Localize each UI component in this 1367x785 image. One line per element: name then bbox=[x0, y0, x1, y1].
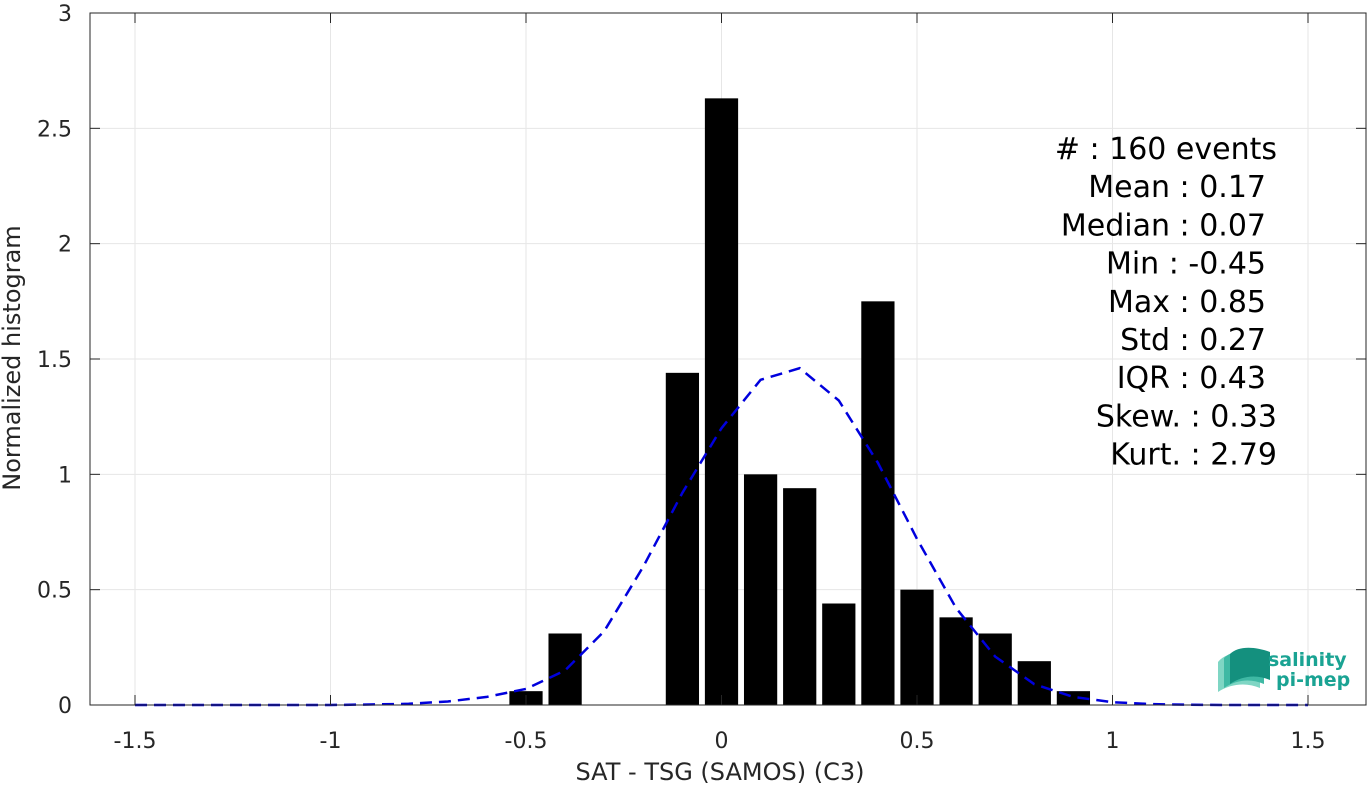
stat-line: Std : 0.27 bbox=[1120, 323, 1266, 358]
stat-line: Median : 0.07 bbox=[1061, 208, 1266, 243]
fit-curve-layer bbox=[135, 366, 1308, 707]
histogram-bar bbox=[783, 488, 817, 705]
logo-text-line1: salinity bbox=[1268, 649, 1347, 671]
y-tick-label: 1 bbox=[58, 463, 72, 488]
y-tick-label: 2.5 bbox=[37, 117, 72, 142]
y-axis-ticks: 0 0.5 1 1.5 2 2.5 3 bbox=[37, 2, 1366, 719]
y-tick-label: 1.5 bbox=[37, 348, 72, 373]
salinity-pimep-logo: salinity pi-mep bbox=[1218, 647, 1350, 692]
logo-wave-icon-front bbox=[1230, 647, 1270, 684]
stat-line: Skew. : 0.33 bbox=[1096, 399, 1277, 434]
x-tick-label: -0.5 bbox=[505, 729, 548, 754]
y-tick-label: 2 bbox=[58, 233, 72, 258]
histogram-bar bbox=[665, 372, 700, 705]
stat-line: Min : -0.45 bbox=[1106, 247, 1266, 282]
x-axis-ticks: -1.5 -1 -0.5 0 0.5 1 1.5 bbox=[114, 13, 1326, 754]
y-tick-label: 3 bbox=[58, 2, 72, 27]
histogram-bar bbox=[704, 98, 739, 705]
x-tick-label: 0.5 bbox=[900, 729, 935, 754]
x-axis-label: SAT - TSG (SAMOS) (C3) bbox=[576, 758, 865, 785]
histogram-bar bbox=[822, 603, 856, 705]
logo-text-line2: pi-mep bbox=[1276, 669, 1350, 691]
stat-line: # : 160 events bbox=[1055, 132, 1277, 167]
stat-line: Kurt. : 2.79 bbox=[1110, 438, 1277, 473]
x-tick-label: -1 bbox=[320, 729, 342, 754]
x-tick-label: 0 bbox=[715, 729, 729, 754]
gaussian-fit-curve bbox=[135, 366, 1308, 707]
x-tick-label: 1.5 bbox=[1291, 729, 1326, 754]
histogram-bar bbox=[548, 633, 582, 705]
histogram-bars bbox=[509, 98, 1091, 705]
stat-line: Mean : 0.17 bbox=[1088, 170, 1266, 205]
stat-line: Max : 0.85 bbox=[1108, 285, 1266, 320]
histogram-bar bbox=[861, 301, 895, 705]
histogram-bar bbox=[939, 617, 973, 705]
x-tick-label: 1 bbox=[1106, 729, 1120, 754]
stat-line: IQR : 0.43 bbox=[1117, 361, 1266, 396]
y-tick-label: 0 bbox=[58, 694, 72, 719]
histogram-bar bbox=[900, 589, 934, 705]
x-tick-label: -1.5 bbox=[114, 729, 157, 754]
y-tick-label: 0.5 bbox=[37, 579, 72, 604]
y-axis-label: Normalized histogram bbox=[0, 225, 26, 490]
histogram-bar bbox=[978, 633, 1012, 705]
histogram-bar bbox=[743, 474, 778, 705]
